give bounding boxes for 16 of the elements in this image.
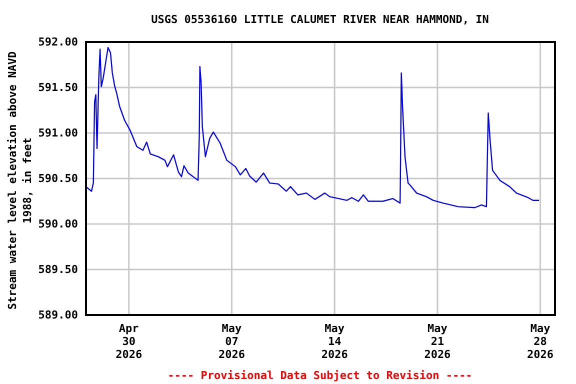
chart-title: USGS 05536160 LITTLE CALUMET RIVER NEAR HAMMOND, IN [151,13,489,26]
y-tick-label: 590.50 [38,172,78,186]
y-axis-title: Stream water level elevation above NAVD 1988, in feet [6,50,34,310]
x-tick-label: May 28 2026 [527,322,554,361]
x-tick-label: May 21 2026 [424,322,452,361]
x-tick-label: Apr 30 2026 [116,322,142,361]
y-tick-label: 589.00 [38,308,78,322]
y-tick-label: 592.00 [38,36,78,49]
x-tick-label: May 07 2026 [218,322,246,361]
y-tick-label: 591.50 [38,81,78,94]
text: ---- Provisional Data Subject to Revision ---- [168,369,472,382]
line-series [85,46,540,208]
x-tick-label: May 14 2026 [321,322,348,361]
y-tick-label: 589.50 [38,263,78,276]
y-tick-label: 590.00 [38,218,78,231]
y-tick-label: 591.00 [38,126,78,140]
